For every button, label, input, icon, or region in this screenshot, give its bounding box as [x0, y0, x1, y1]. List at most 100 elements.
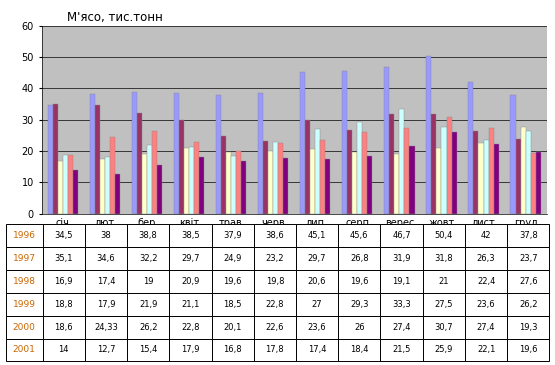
Text: 29,7: 29,7	[181, 254, 200, 263]
Text: 45,1: 45,1	[308, 231, 326, 241]
Bar	[127, 339, 169, 361]
Text: 19,6: 19,6	[223, 277, 242, 286]
Bar	[127, 224, 169, 247]
Text: 16,8: 16,8	[223, 345, 242, 354]
Bar	[516, 139, 521, 214]
Bar	[465, 247, 507, 270]
Bar	[85, 247, 127, 270]
Text: 38,6: 38,6	[265, 231, 284, 241]
Bar	[465, 270, 507, 293]
Bar	[389, 114, 394, 214]
Bar	[254, 247, 296, 270]
Bar	[493, 144, 499, 214]
Bar	[511, 95, 516, 214]
Bar	[85, 224, 127, 247]
Bar	[127, 247, 169, 270]
Bar	[254, 270, 296, 293]
Bar	[95, 105, 100, 214]
Bar	[241, 161, 246, 214]
Bar	[478, 143, 483, 214]
Text: 21,1: 21,1	[181, 300, 200, 309]
Text: 21,5: 21,5	[392, 345, 411, 354]
Text: 22,4: 22,4	[477, 277, 495, 286]
Bar	[221, 135, 226, 214]
Bar	[89, 95, 95, 214]
Bar	[338, 339, 381, 361]
Bar	[43, 293, 85, 316]
Bar	[325, 159, 330, 214]
Bar	[174, 93, 179, 214]
Text: 26,3: 26,3	[477, 254, 496, 263]
Bar	[216, 95, 221, 214]
Bar	[263, 141, 268, 214]
Text: 35,1: 35,1	[54, 254, 73, 263]
Text: 15,4: 15,4	[139, 345, 157, 354]
Bar	[507, 339, 549, 361]
Bar	[465, 293, 507, 316]
Bar	[452, 132, 457, 214]
Bar	[169, 293, 211, 316]
Bar	[296, 293, 338, 316]
Bar	[127, 316, 169, 339]
Bar	[211, 316, 254, 339]
Bar	[85, 339, 127, 361]
Bar	[231, 155, 236, 214]
Bar	[507, 316, 549, 339]
Bar	[315, 129, 320, 214]
Bar	[296, 339, 338, 361]
Text: 19,1: 19,1	[392, 277, 411, 286]
Bar	[184, 148, 189, 214]
Bar	[6, 339, 43, 361]
Bar	[127, 270, 169, 293]
Bar	[465, 224, 507, 247]
Text: 24,9: 24,9	[224, 254, 242, 263]
Text: 12,7: 12,7	[97, 345, 115, 354]
Bar	[394, 154, 400, 214]
Text: 2001: 2001	[13, 345, 36, 354]
Text: 16,9: 16,9	[54, 277, 73, 286]
Bar	[507, 293, 549, 316]
Bar	[468, 82, 473, 214]
Text: 18,8: 18,8	[54, 300, 73, 309]
Bar	[296, 224, 338, 247]
Bar	[381, 293, 423, 316]
Text: 18,6: 18,6	[54, 323, 73, 332]
Text: 17,9: 17,9	[97, 300, 115, 309]
Text: 38: 38	[100, 231, 111, 241]
Text: 32,2: 32,2	[139, 254, 158, 263]
Bar	[137, 113, 142, 214]
Text: 26,2: 26,2	[519, 300, 538, 309]
Bar	[483, 139, 488, 214]
Bar	[381, 270, 423, 293]
Bar	[381, 339, 423, 361]
Bar	[423, 339, 465, 361]
Bar	[423, 270, 465, 293]
Bar	[426, 55, 431, 214]
Bar	[85, 293, 127, 316]
Bar	[179, 120, 184, 214]
Text: 31,8: 31,8	[435, 254, 453, 263]
Text: 19,6: 19,6	[519, 345, 538, 354]
Text: 18,4: 18,4	[350, 345, 369, 354]
Bar	[423, 224, 465, 247]
Bar	[254, 339, 296, 361]
Text: 17,4: 17,4	[308, 345, 326, 354]
Bar	[147, 145, 152, 214]
Bar	[68, 155, 73, 214]
Bar	[347, 130, 352, 214]
Bar	[362, 132, 367, 214]
Text: 33,3: 33,3	[392, 300, 411, 309]
Bar	[441, 127, 447, 214]
Text: 2000: 2000	[13, 323, 36, 332]
Bar	[465, 339, 507, 361]
Text: 20,1: 20,1	[224, 323, 242, 332]
Text: 17,9: 17,9	[181, 345, 200, 354]
Bar	[73, 170, 78, 214]
Bar	[405, 128, 410, 214]
Bar	[105, 157, 110, 214]
Text: 26,8: 26,8	[350, 254, 369, 263]
Bar	[169, 247, 211, 270]
Bar	[296, 270, 338, 293]
Text: 46,7: 46,7	[392, 231, 411, 241]
Bar	[507, 270, 549, 293]
